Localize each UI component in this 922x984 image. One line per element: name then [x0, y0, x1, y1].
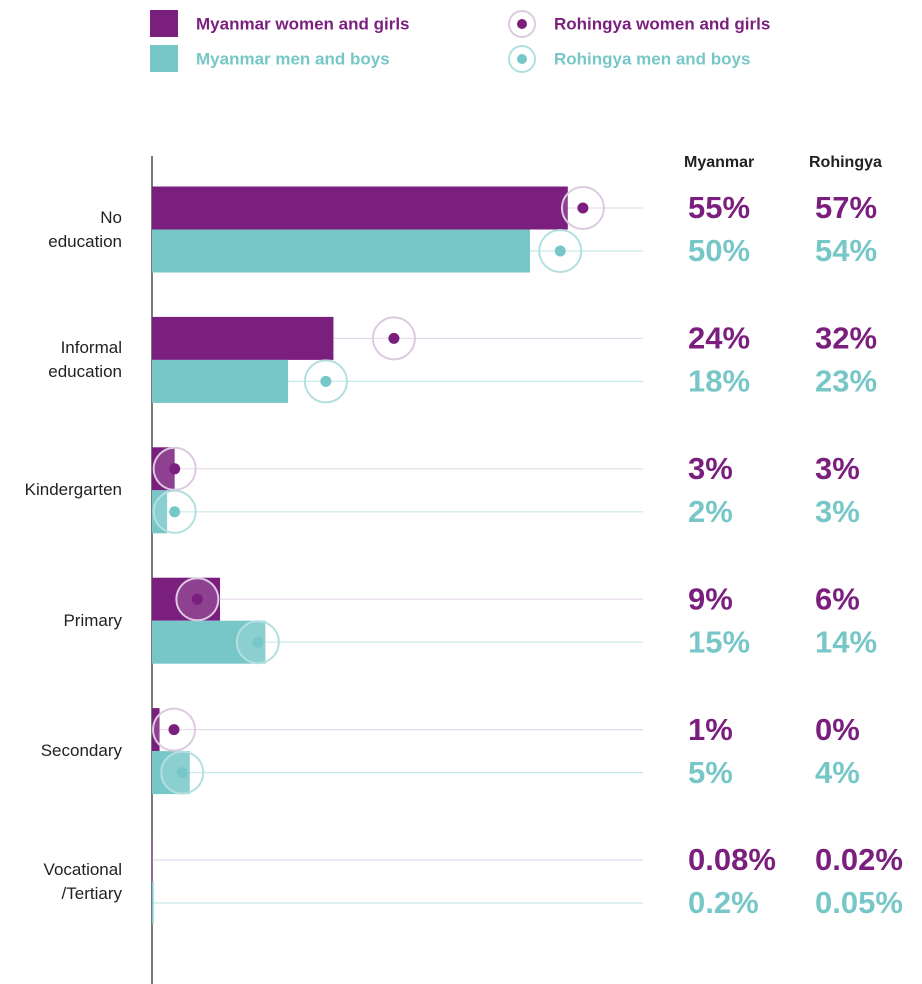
dot — [554, 245, 566, 257]
legend-swatch — [150, 10, 178, 37]
column-header: Myanmar — [684, 154, 754, 171]
bar — [152, 577, 221, 621]
value-label: 5% — [688, 755, 733, 790]
value-label: 18% — [688, 364, 750, 399]
category-label: Primary — [63, 610, 122, 630]
value-label: 0.05% — [815, 885, 903, 920]
dot — [169, 463, 181, 475]
value-label: 0% — [815, 712, 860, 747]
value-label: 3% — [815, 494, 860, 529]
bar — [152, 708, 160, 752]
bar — [152, 186, 568, 230]
value-label: 23% — [815, 364, 877, 399]
bar — [152, 620, 266, 664]
value-label: 24% — [688, 321, 750, 356]
value-label: 3% — [815, 451, 860, 486]
value-label: 9% — [688, 581, 733, 616]
legend-swatch — [150, 45, 178, 72]
legend-dot — [517, 19, 527, 29]
value-label: 2% — [688, 494, 733, 529]
legend-dot — [517, 54, 527, 64]
legend-label: Rohingya men and boys — [554, 49, 750, 68]
dot — [169, 506, 181, 518]
legend-label: Rohingya women and girls — [554, 14, 770, 33]
bar — [152, 838, 153, 882]
value-label: 3% — [688, 451, 733, 486]
value-label: 0.2% — [688, 885, 759, 920]
dot — [176, 767, 188, 779]
bar — [152, 316, 334, 360]
value-label: 50% — [688, 233, 750, 268]
dot — [577, 202, 589, 214]
category-label: Informal education — [48, 337, 122, 381]
bar — [152, 881, 154, 925]
category-label: Kindergarten — [24, 480, 122, 500]
value-label: 6% — [815, 581, 860, 616]
value-label: 32% — [815, 321, 877, 356]
value-label: 0.08% — [688, 842, 776, 877]
dot — [191, 593, 203, 605]
category-label: Vocational /Tertiary — [43, 859, 122, 903]
value-label: 15% — [688, 624, 750, 659]
value-label: 14% — [815, 624, 877, 659]
value-label: 1% — [688, 712, 733, 747]
bar — [152, 229, 530, 273]
bar — [152, 359, 289, 403]
value-label: 4% — [815, 755, 860, 790]
value-label: 55% — [688, 190, 750, 225]
category-label: No education — [48, 207, 122, 251]
column-header: Rohingya — [809, 154, 882, 171]
dot — [320, 375, 332, 387]
value-label: 57% — [815, 190, 877, 225]
legend-label: Myanmar women and girls — [196, 14, 410, 33]
dot — [168, 724, 180, 736]
dot — [252, 636, 264, 648]
value-label: 54% — [815, 233, 877, 268]
value-label: 0.02% — [815, 842, 903, 877]
legend-label: Myanmar men and boys — [196, 49, 390, 68]
category-label: Secondary — [40, 741, 122, 761]
dot — [388, 332, 400, 344]
